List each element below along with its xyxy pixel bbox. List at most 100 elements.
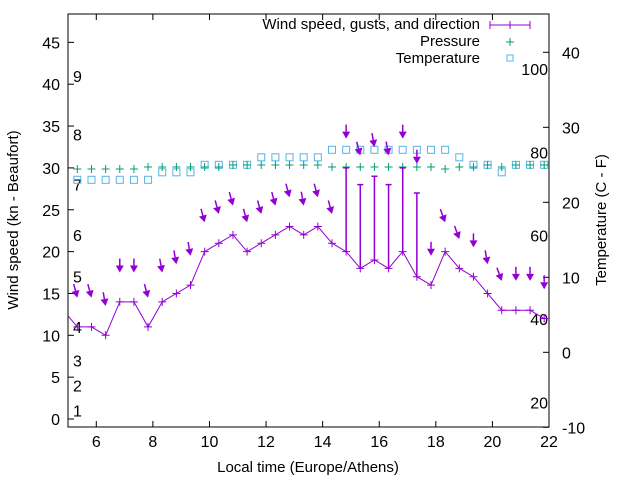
arrow-head-icon: [526, 273, 535, 281]
arrow-head-icon: [453, 231, 461, 240]
arrow-head-icon: [255, 206, 264, 214]
pressure-point: [356, 163, 365, 171]
x-tick-label: 12: [257, 434, 275, 451]
pressure-point: [285, 161, 294, 169]
arrow-shaft: [385, 141, 389, 149]
arrow-shaft: [313, 183, 317, 191]
pressure-point: [313, 161, 322, 169]
wind-speed-point: [327, 239, 336, 248]
wind-speed-point: [313, 222, 322, 231]
wind-direction-arrow: [85, 283, 94, 298]
wind-speed-point: [497, 306, 506, 315]
wind-direction-arrow: [157, 258, 165, 273]
arrow-shaft: [285, 183, 289, 191]
arrow-shaft: [102, 292, 106, 300]
arrow-shaft: [187, 241, 191, 250]
wind-direction-arrow: [369, 133, 378, 147]
pressure-point: [384, 163, 393, 171]
wind-speed-point: [483, 289, 492, 298]
wind-speed-point: [101, 331, 110, 340]
arrow-head-icon: [369, 139, 378, 147]
wind-gust-bar: [413, 192, 420, 277]
arrow-shaft: [242, 208, 247, 216]
wind-direction-arrow: [482, 250, 491, 265]
x-tick-label: 22: [540, 434, 558, 451]
wind-direction-arrow: [511, 266, 520, 281]
wind-direction-arrow: [227, 191, 236, 206]
temperature-point: [144, 175, 153, 184]
wind-direction-arrow: [298, 191, 307, 206]
temperature-point: [398, 145, 407, 154]
pressure-point: [427, 163, 436, 171]
plot-frame: [67, 13, 550, 428]
wind-speed-point: [469, 272, 478, 281]
temperature-point: [285, 153, 294, 162]
arrow-shaft: [496, 267, 501, 275]
arrow-head-icon: [482, 256, 491, 265]
beaufort-label: 3: [73, 353, 82, 370]
arrow-shaft: [327, 200, 331, 208]
fahrenheit-label: 20: [530, 395, 548, 412]
wind-direction-arrow: [495, 267, 504, 281]
wind-direction-arrow: [255, 200, 264, 214]
wind-direction-arrow: [142, 283, 151, 298]
wind-direction-arrow: [453, 225, 461, 240]
wind-speed-point: [299, 230, 308, 239]
temperature-point: [342, 145, 351, 154]
wind-speed-point: [540, 314, 549, 323]
arrow-head-icon: [71, 289, 80, 298]
pressure-point: [412, 163, 421, 171]
wind-direction-arrow: [269, 191, 278, 206]
pressure-point: [455, 163, 464, 171]
beaufort-label: 2: [73, 379, 82, 396]
y2-tick-label: 0: [562, 345, 571, 362]
x-tick-label: 20: [484, 434, 502, 451]
wind-speed-point: [214, 239, 223, 248]
pressure-point: [228, 161, 237, 169]
arrow-shaft: [453, 225, 458, 233]
wind-gust-bar: [343, 167, 350, 252]
fahrenheit-labels: 20 40 60 80 100: [521, 62, 548, 412]
temperature-point: [313, 153, 322, 162]
pressure-point: [129, 165, 138, 173]
wind-gust-bar: [385, 183, 392, 269]
y-tick-label: 45: [42, 35, 60, 52]
arrow-head-icon: [511, 273, 520, 281]
pressure-point: [200, 163, 209, 171]
pressure-point: [214, 163, 223, 171]
wind-speed-point: [257, 239, 266, 248]
wind-speed-point: [115, 297, 124, 306]
wind-direction-arrow: [398, 124, 407, 139]
y-tick-label: 20: [42, 245, 60, 262]
arrow-head-icon: [540, 282, 549, 290]
arrow-head-icon: [439, 214, 447, 223]
x-tick-label: 18: [427, 434, 445, 451]
beaufort-label: 9: [73, 69, 82, 86]
pressure-point: [299, 161, 308, 169]
legend-sample-temperature: [506, 54, 514, 62]
pressure-point: [87, 165, 96, 173]
wind-gust-bar: [357, 183, 364, 269]
arrow-head-icon: [241, 214, 250, 223]
wind-speed-point: [186, 281, 195, 290]
wind-speed-point: [455, 264, 464, 273]
temperature-point: [73, 175, 82, 184]
y-axis-label: Wind speed (kn - Beaufort): [5, 130, 22, 309]
x-tick-label: 8: [148, 434, 157, 451]
arrow-shaft: [87, 283, 91, 292]
arrow-shaft: [484, 250, 488, 258]
arrow-shaft: [159, 258, 162, 266]
temperature-point: [441, 145, 450, 154]
pressure-point: [540, 161, 549, 169]
wind-direction-arrow: [427, 241, 436, 256]
arrow-shaft: [143, 283, 147, 292]
pressure-point: [115, 165, 124, 173]
pressure-point: [158, 163, 167, 171]
y-tick-label: 40: [42, 77, 60, 94]
arrow-shaft: [300, 191, 304, 199]
pressure-point: [144, 163, 153, 171]
arrow-shaft: [214, 200, 218, 208]
wind-direction-arrow: [412, 149, 421, 164]
temperature-point: [271, 153, 280, 162]
arrow-head-icon: [213, 206, 221, 214]
